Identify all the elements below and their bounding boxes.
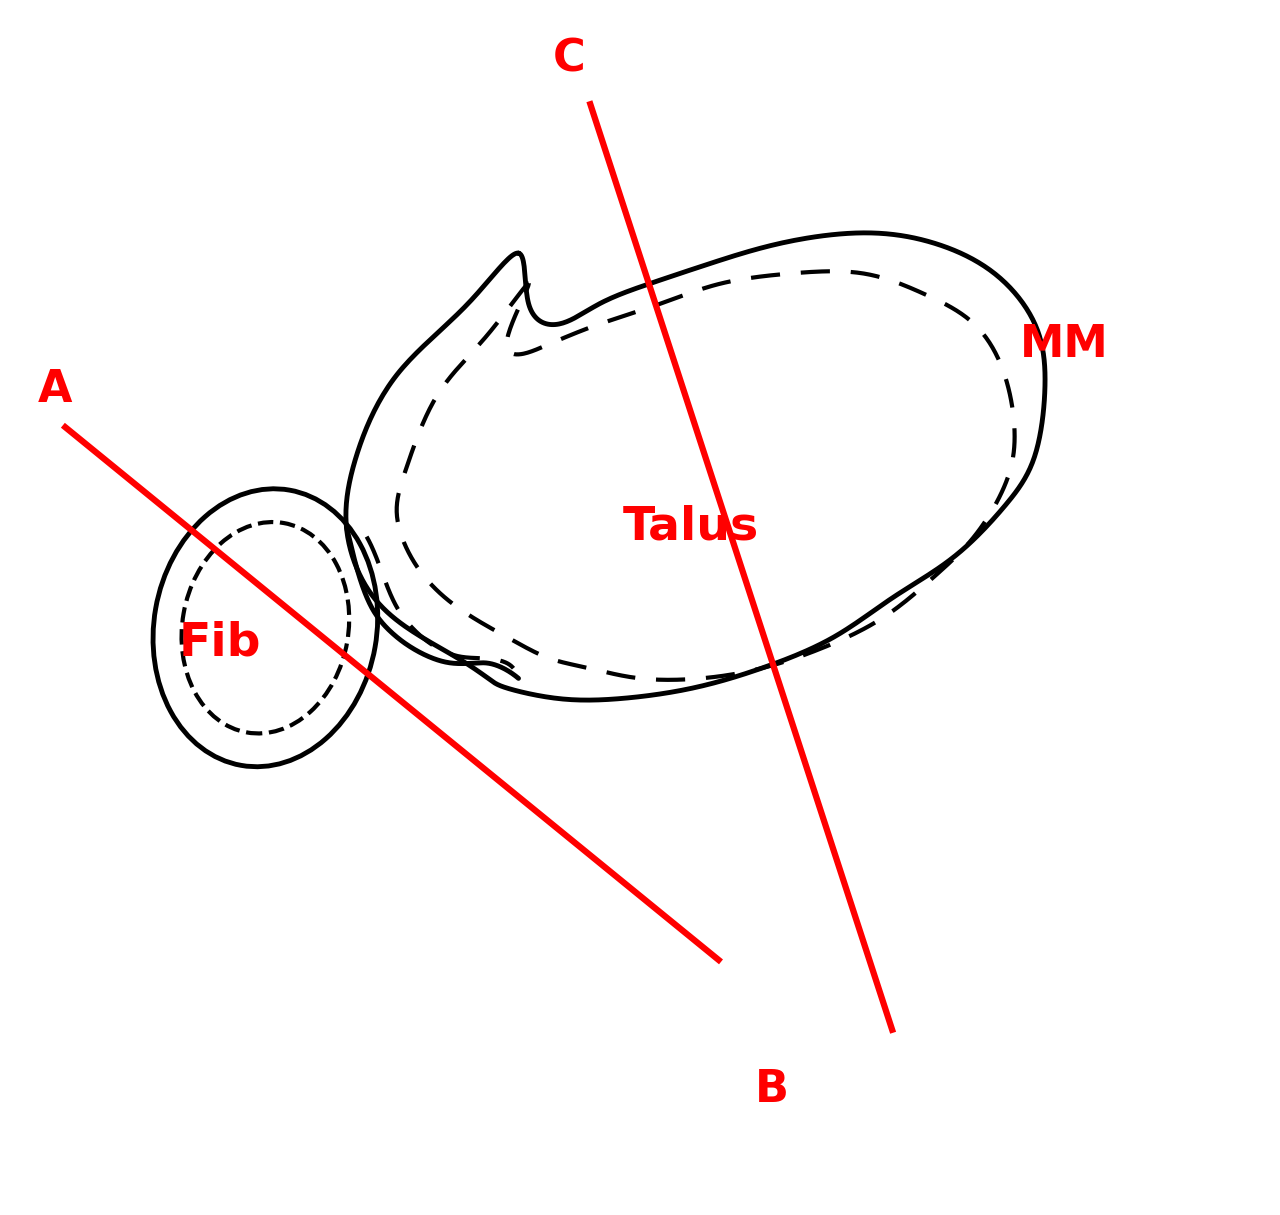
Text: Fib: Fib <box>179 621 261 666</box>
Text: C: C <box>553 38 585 81</box>
Text: MM: MM <box>1020 323 1108 366</box>
Text: B: B <box>755 1068 788 1112</box>
Text: A: A <box>37 368 72 412</box>
Text: Talus: Talus <box>622 504 759 549</box>
